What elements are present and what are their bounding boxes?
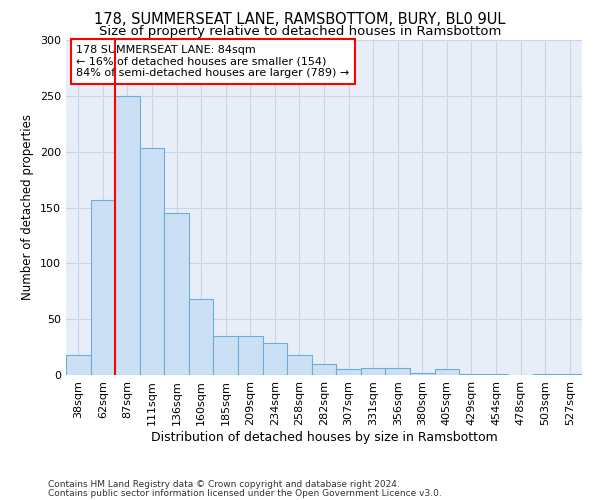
Bar: [385, 368, 410, 375]
Bar: [312, 364, 336, 375]
Text: Contains HM Land Registry data © Crown copyright and database right 2024.: Contains HM Land Registry data © Crown c…: [48, 480, 400, 489]
Bar: [484, 374, 508, 375]
X-axis label: Distribution of detached houses by size in Ramsbottom: Distribution of detached houses by size …: [151, 430, 497, 444]
Bar: [533, 374, 557, 375]
Bar: [140, 148, 164, 375]
Bar: [336, 370, 361, 375]
Bar: [263, 342, 287, 375]
Text: Size of property relative to detached houses in Ramsbottom: Size of property relative to detached ho…: [99, 25, 501, 38]
Bar: [164, 213, 189, 375]
Text: 178, SUMMERSEAT LANE, RAMSBOTTOM, BURY, BL0 9UL: 178, SUMMERSEAT LANE, RAMSBOTTOM, BURY, …: [94, 12, 506, 28]
Bar: [459, 374, 484, 375]
Bar: [238, 336, 263, 375]
Bar: [115, 96, 140, 375]
Bar: [287, 355, 312, 375]
Text: Contains public sector information licensed under the Open Government Licence v3: Contains public sector information licen…: [48, 488, 442, 498]
Bar: [557, 374, 582, 375]
Bar: [361, 368, 385, 375]
Bar: [410, 373, 434, 375]
Bar: [189, 299, 214, 375]
Bar: [214, 336, 238, 375]
Text: 178 SUMMERSEAT LANE: 84sqm
← 16% of detached houses are smaller (154)
84% of sem: 178 SUMMERSEAT LANE: 84sqm ← 16% of deta…: [76, 45, 350, 78]
Y-axis label: Number of detached properties: Number of detached properties: [22, 114, 34, 300]
Bar: [91, 200, 115, 375]
Bar: [434, 370, 459, 375]
Bar: [66, 355, 91, 375]
